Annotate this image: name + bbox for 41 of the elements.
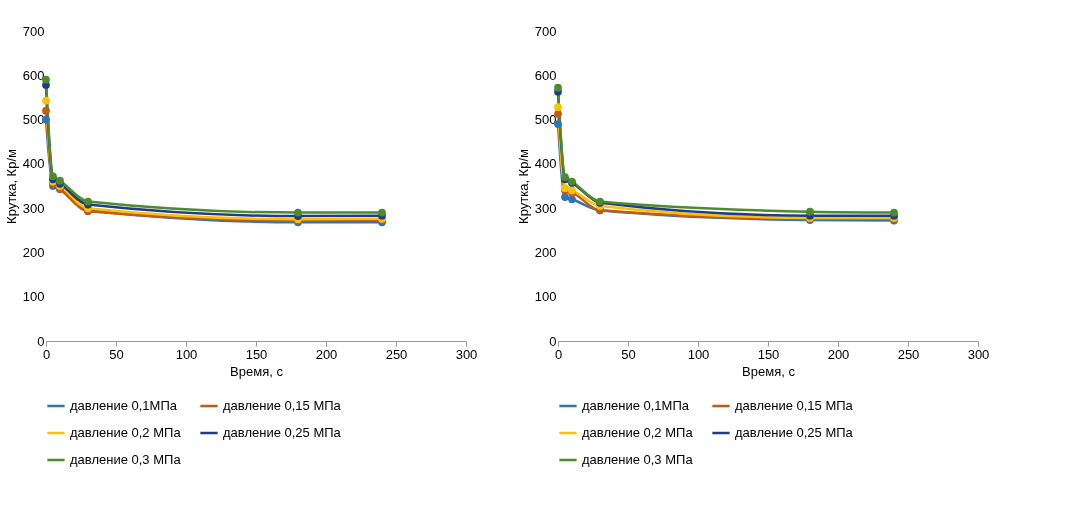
- x-tick-label: 100: [687, 346, 710, 362]
- y-tick-label: 600: [22, 67, 45, 83]
- legend-label: давление 0,2 МПа: [70, 425, 182, 440]
- x-tick-label: 100: [175, 346, 198, 362]
- x-tick-label: 50: [109, 346, 124, 362]
- y-axis-title: Крутка, Кр/м: [515, 148, 531, 224]
- x-tick-label: 250: [385, 346, 408, 362]
- y-tick-label: 200: [534, 244, 557, 260]
- legend-label: давление 0,3 МПа: [582, 452, 694, 467]
- y-tick-label: 300: [534, 200, 557, 216]
- x-axis-title: Время, с: [742, 363, 796, 379]
- y-tick-label: 0: [549, 333, 557, 349]
- y-tick-label: 500: [534, 112, 557, 128]
- y-tick-label: 600: [534, 67, 557, 83]
- x-tick-label: 200: [827, 346, 850, 362]
- y-tick-label: 0: [37, 333, 45, 349]
- y-tick-label: 700: [534, 23, 557, 39]
- y-axis-title: Крутка, Кр/м: [3, 148, 19, 224]
- legend-label: давление 0,15 МПа: [223, 398, 342, 413]
- legend-label: давление 0,15 МПа: [735, 398, 854, 413]
- y-tick-label: 300: [22, 200, 45, 216]
- legend-label: давление 0,1МПа: [70, 398, 178, 413]
- y-tick-label: 400: [534, 156, 557, 172]
- y-tick-label: 100: [534, 289, 557, 305]
- x-tick-label: 50: [621, 346, 636, 362]
- x-tick-label: 150: [245, 346, 268, 362]
- x-tick-label: 250: [897, 346, 920, 362]
- legend-label: давление 0,1МПа: [582, 398, 690, 413]
- legend-label: давление 0,2 МПа: [582, 425, 694, 440]
- y-tick-label: 700: [22, 23, 45, 39]
- x-tick-label: 300: [455, 346, 478, 362]
- legend-label: давление 0,25 МПа: [735, 425, 854, 440]
- x-tick-label: 200: [315, 346, 338, 362]
- x-tick-label: 300: [967, 346, 990, 362]
- legend-label: давление 0,25 МПа: [223, 425, 342, 440]
- legend-label: давление 0,3 МПа: [70, 452, 182, 467]
- x-tick-label: 150: [757, 346, 780, 362]
- y-tick-label: 100: [22, 289, 45, 305]
- y-tick-label: 400: [22, 156, 45, 172]
- x-axis-title: Время, с: [230, 363, 284, 379]
- y-tick-label: 200: [22, 244, 45, 260]
